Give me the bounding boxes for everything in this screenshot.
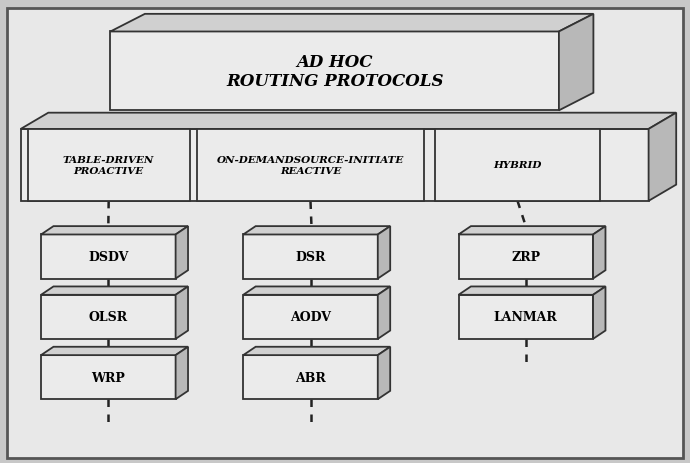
- Polygon shape: [41, 287, 188, 295]
- Polygon shape: [41, 356, 175, 399]
- Polygon shape: [378, 226, 391, 279]
- Text: DSDV: DSDV: [88, 250, 128, 263]
- Text: OLSR: OLSR: [89, 311, 128, 324]
- Polygon shape: [244, 356, 378, 399]
- Polygon shape: [244, 226, 391, 235]
- Polygon shape: [649, 113, 676, 201]
- Polygon shape: [458, 295, 593, 339]
- Text: ABR: ABR: [295, 371, 326, 384]
- Text: AODV: AODV: [290, 311, 331, 324]
- Polygon shape: [593, 226, 605, 279]
- Polygon shape: [175, 347, 188, 399]
- Polygon shape: [175, 226, 188, 279]
- Polygon shape: [21, 130, 649, 201]
- Polygon shape: [110, 15, 593, 32]
- Text: AD HOC
ROUTING PROTOCOLS: AD HOC ROUTING PROTOCOLS: [226, 54, 444, 90]
- Polygon shape: [458, 226, 605, 235]
- Polygon shape: [41, 295, 175, 339]
- Polygon shape: [197, 130, 424, 201]
- Polygon shape: [559, 15, 593, 111]
- Polygon shape: [175, 287, 188, 339]
- Text: ON-DEMANDSOURCE-INITIATE
REACTIVE: ON-DEMANDSOURCE-INITIATE REACTIVE: [217, 156, 404, 175]
- Polygon shape: [110, 32, 559, 111]
- Polygon shape: [41, 226, 188, 235]
- Polygon shape: [21, 113, 676, 130]
- Polygon shape: [458, 235, 593, 279]
- Polygon shape: [435, 130, 600, 201]
- Text: ZRP: ZRP: [511, 250, 540, 263]
- Text: DSR: DSR: [295, 250, 326, 263]
- Text: LANMAR: LANMAR: [494, 311, 558, 324]
- Polygon shape: [593, 287, 605, 339]
- Polygon shape: [378, 287, 391, 339]
- Polygon shape: [244, 295, 378, 339]
- Text: HYBRID: HYBRID: [493, 161, 542, 170]
- Text: TABLE-DRIVEN
PROACTIVE: TABLE-DRIVEN PROACTIVE: [63, 156, 155, 175]
- Polygon shape: [28, 130, 190, 201]
- Polygon shape: [244, 287, 391, 295]
- Polygon shape: [41, 235, 175, 279]
- Polygon shape: [244, 235, 378, 279]
- Polygon shape: [458, 287, 605, 295]
- Text: WRP: WRP: [91, 371, 126, 384]
- Polygon shape: [244, 347, 391, 356]
- Polygon shape: [41, 347, 188, 356]
- Polygon shape: [378, 347, 391, 399]
